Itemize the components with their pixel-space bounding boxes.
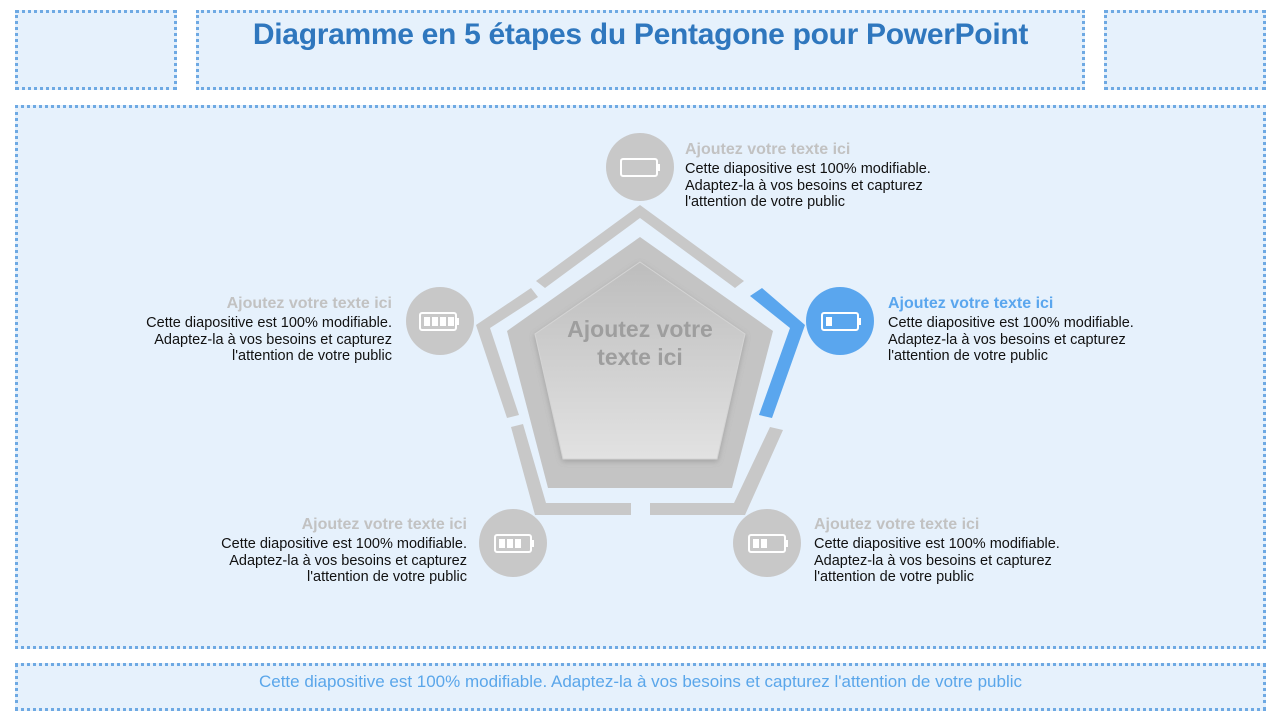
battery-three-quarter-icon xyxy=(494,534,534,553)
right-placeholder-box xyxy=(1104,10,1266,90)
footer-text: Cette diapositive est 100% modifiable. A… xyxy=(258,672,1023,691)
step-4-icon-group xyxy=(479,509,547,577)
step-2-circle xyxy=(806,287,874,355)
step-3-heading: Ajoutez votre texte ici xyxy=(814,516,980,533)
step-1-heading: Ajoutez votre texte ici xyxy=(685,141,851,158)
step-2-icon-group xyxy=(806,287,874,355)
title-box xyxy=(196,10,1085,90)
step-5-body: Cette diapositive est 100% modifiable. A… xyxy=(146,315,392,364)
ring-segment-bottom-left xyxy=(511,424,631,515)
left-placeholder-box xyxy=(15,10,177,90)
step-1-circle xyxy=(606,133,674,201)
step-3-icon-group xyxy=(733,509,801,577)
step-2-body: Cette diapositive est 100% modifiable. A… xyxy=(888,315,1134,364)
pentagon-inner xyxy=(534,261,746,460)
step-3-body: Cette diapositive est 100% modifiable. A… xyxy=(814,536,1060,585)
footer-box xyxy=(15,663,1266,711)
step-4-body: Cette diapositive est 100% modifiable. A… xyxy=(221,536,467,585)
step-1-icon-group xyxy=(606,133,674,201)
step-5-icon-group xyxy=(406,287,474,355)
page-title: Diagramme en 5 étapes du Pentagone pour … xyxy=(252,18,1029,51)
battery-half-icon xyxy=(748,534,788,553)
center-label: Ajoutez votre texte ici xyxy=(567,316,713,370)
ring-segment-right xyxy=(750,288,805,418)
step-4-heading: Ajoutez votre texte ici xyxy=(301,516,467,533)
battery-full-icon xyxy=(419,312,459,331)
step-2-heading: Ajoutez votre texte ici xyxy=(888,295,1054,312)
ring-segment-bottom-right xyxy=(650,427,783,515)
battery-low-icon xyxy=(821,312,861,331)
step-5-heading: Ajoutez votre texte ici xyxy=(226,295,392,312)
ring-segment-left xyxy=(476,288,538,418)
battery-empty-icon xyxy=(620,158,660,177)
step-1-body: Cette diapositive est 100% modifiable. A… xyxy=(685,161,931,210)
